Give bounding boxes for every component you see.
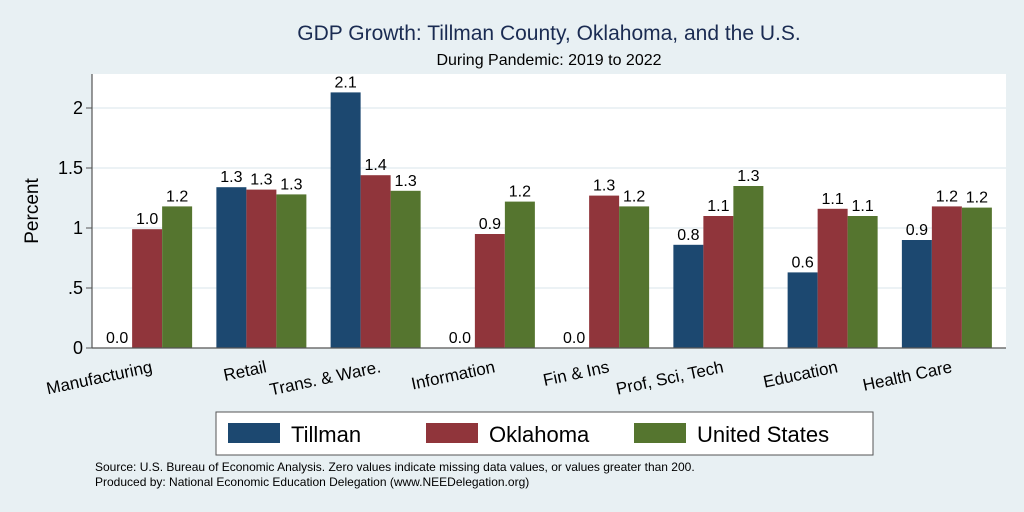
bar-oklahoma	[360, 175, 391, 348]
legend-swatch-tillman	[228, 423, 280, 443]
x-category-label: Health Care	[861, 357, 954, 394]
bar-tillman	[216, 187, 247, 348]
bar-united-states	[847, 216, 878, 348]
data-label: 0.9	[479, 216, 501, 233]
chart-title: GDP Growth: Tillman County, Oklahoma, an…	[297, 22, 800, 45]
y-tick-label: 0	[73, 338, 83, 358]
y-tick-label: 2	[73, 98, 83, 118]
y-tick-label: 1.5	[58, 158, 83, 178]
bar-oklahoma	[703, 216, 734, 348]
data-label: 1.3	[220, 169, 242, 186]
data-label: 1.2	[509, 184, 531, 201]
data-label: 1.3	[593, 178, 615, 195]
legend-swatch-united-states	[634, 423, 686, 443]
data-label: 1.3	[395, 173, 417, 190]
bar-oklahoma	[931, 206, 962, 348]
data-label: 1.1	[852, 198, 874, 215]
y-axis-label: Percent	[22, 178, 43, 244]
data-label: 1.2	[166, 188, 188, 205]
x-category-label: Retail	[222, 357, 268, 385]
bar-united-states	[619, 206, 650, 348]
data-label: 0.6	[792, 254, 814, 271]
data-label: 1.3	[737, 168, 759, 185]
data-label: 1.1	[707, 198, 729, 215]
data-label: 0.0	[449, 330, 471, 347]
data-labels: 0.0 1.0 1.2 1.3 1.3 1.3 2.1 1.4 1.3 0.0 0.9 1.2 0.0 1…	[106, 74, 988, 347]
bar-tillman	[901, 240, 932, 348]
bar-oklahoma	[246, 189, 277, 348]
x-category-label: Information	[410, 357, 497, 393]
x-category-label: Education	[762, 357, 840, 391]
bar-united-states	[961, 207, 992, 348]
x-category-labels: Manufacturing Retail Trans. & Ware. Informa…	[45, 357, 954, 399]
bar-oklahoma	[132, 229, 163, 348]
x-category-label: Trans. & Ware.	[268, 357, 383, 399]
bar-oklahoma	[817, 208, 848, 348]
producer-note: Produced by: National Economic Education…	[95, 475, 529, 489]
bar-united-states	[390, 190, 421, 348]
data-label: 1.1	[822, 191, 844, 208]
legend-label-oklahoma: Oklahoma	[489, 422, 590, 447]
bars	[132, 92, 992, 349]
bar-united-states	[504, 201, 535, 348]
data-label: 1.3	[250, 172, 272, 189]
data-label: 0.0	[563, 330, 585, 347]
bar-united-states	[162, 206, 193, 348]
y-ticks: 0 .5 1 1.5 2	[58, 98, 92, 358]
data-label: 1.2	[936, 188, 958, 205]
legend-label-tillman: Tillman	[291, 422, 361, 447]
data-label: 1.2	[966, 190, 988, 207]
data-label: 0.8	[677, 227, 699, 244]
bar-united-states	[276, 194, 307, 348]
y-tick-label: .5	[68, 278, 83, 298]
data-label: 1.4	[365, 157, 387, 174]
data-label: 0.9	[906, 222, 928, 239]
bar-oklahoma	[474, 234, 505, 348]
data-label: 2.1	[335, 74, 357, 91]
x-category-label: Manufacturing	[45, 357, 154, 398]
bar-tillman	[673, 244, 704, 348]
x-category-label: Prof, Sci, Tech	[614, 357, 725, 398]
bar-oklahoma	[589, 195, 620, 348]
data-label: 1.2	[623, 188, 645, 205]
source-note: Source: U.S. Bureau of Economic Analysis…	[95, 460, 695, 474]
bar-united-states	[733, 186, 764, 348]
bar-tillman	[330, 92, 361, 349]
chart-subtitle: During Pandemic: 2019 to 2022	[436, 52, 661, 69]
data-label: 0.0	[106, 330, 128, 347]
y-tick-label: 1	[73, 218, 83, 238]
data-label: 1.3	[280, 176, 302, 193]
legend: Tillman Oklahoma United States	[215, 411, 874, 456]
legend-label-united-states: United States	[697, 422, 829, 447]
legend-swatch-oklahoma	[426, 423, 478, 443]
x-category-label: Fin & Ins	[541, 357, 611, 390]
data-label: 1.0	[136, 211, 158, 228]
bar-tillman	[787, 272, 818, 348]
legend-box	[215, 411, 874, 456]
